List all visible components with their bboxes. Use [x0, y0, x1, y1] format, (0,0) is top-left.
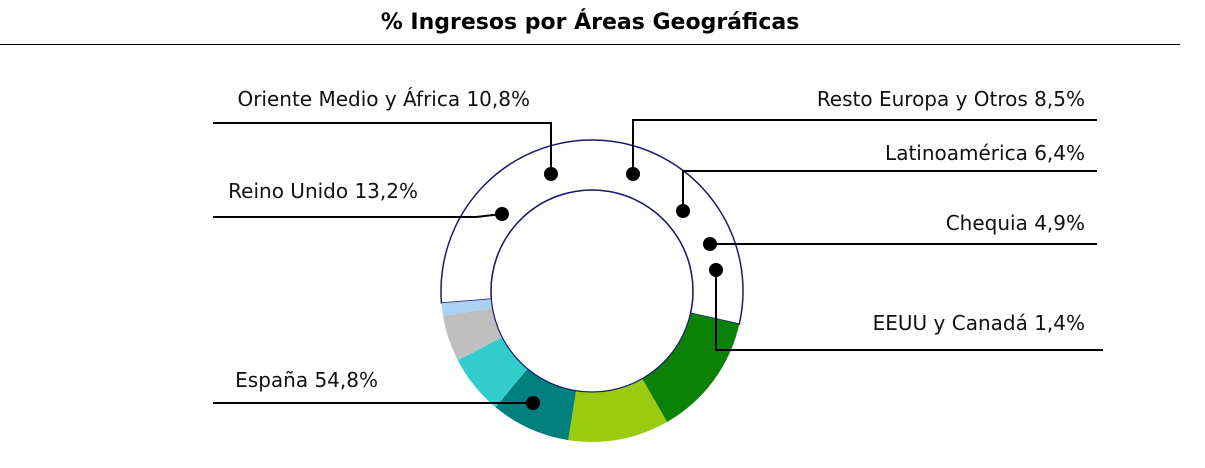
data-label: Reino Unido 13,2%: [228, 179, 418, 203]
data-label: Latinoamérica 6,4%: [885, 141, 1085, 165]
slice-latinoamérica: [457, 337, 528, 408]
leader-dot: [709, 263, 723, 277]
donut-inner-outline: [490, 189, 694, 393]
slice-eeuu-y-canadá: [441, 299, 493, 317]
leader-line: [213, 122, 552, 174]
data-label: Chequia 4,9%: [946, 211, 1085, 235]
data-label: Oriente Medio y África 10,8%: [237, 87, 530, 111]
data-label: Resto Europa y Otros 8,5%: [817, 87, 1085, 111]
leader-dot: [676, 204, 690, 218]
slice-españa: [440, 139, 744, 326]
leader-line: [715, 270, 1103, 351]
slice-chequia: [443, 307, 503, 361]
leader-dot: [526, 396, 540, 410]
title-underline: [0, 44, 1180, 45]
leader-line: [213, 213, 503, 218]
data-label: EEUU y Canadá 1,4%: [873, 311, 1085, 335]
data-label: España 54,8%: [235, 368, 378, 392]
leader-dot: [495, 207, 509, 221]
leader-dot: [626, 167, 640, 181]
chart-title: % Ingresos por Áreas Geográficas: [380, 10, 800, 35]
slice-oriente-medio-y-áfrica: [568, 378, 668, 442]
leader-line: [682, 170, 1097, 211]
leader-dot: [544, 167, 558, 181]
leader-line: [632, 119, 1097, 174]
leader-dot: [703, 237, 717, 251]
